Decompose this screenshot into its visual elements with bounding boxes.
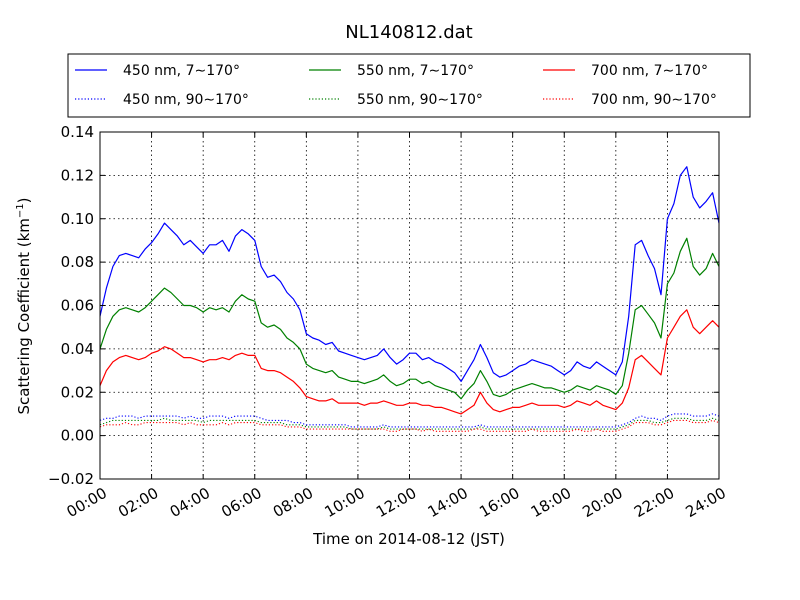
- x-tick-label: 14:00: [425, 484, 471, 521]
- series-layer: [99, 166, 720, 432]
- y-tick-label: 0.02: [61, 383, 94, 401]
- legend-entries: 450 nm, 7∼170° 550 nm, 7∼170° 700 nm, 7∼17…: [75, 63, 717, 108]
- series-line: [99, 419, 720, 432]
- y-axis-label-close: ): [15, 197, 33, 203]
- legend-label: 700 nm, 90∼170°: [591, 92, 717, 108]
- x-axis-label: Time on 2014-08-12 (JST): [312, 530, 505, 548]
- y-tick-labels: −0.02 0.00 0.02 0.04 0.06 0.08 0.10 0.12 0.14: [48, 123, 94, 488]
- y-tick-label: −0.02: [48, 470, 94, 488]
- legend-label: 550 nm, 90∼170°: [357, 92, 483, 108]
- legend-label: 450 nm, 90∼170°: [123, 92, 249, 108]
- y-axis-label-group: Scattering Coefficient (km−1): [15, 197, 33, 414]
- grid-lines: [100, 132, 719, 479]
- x-tick-label: 24:00: [683, 484, 729, 521]
- x-tick-label: 04:00: [167, 484, 213, 521]
- y-tick-label: 0.06: [61, 297, 94, 315]
- x-tick-label: 00:00: [64, 484, 110, 521]
- x-tick-label: 18:00: [528, 484, 574, 521]
- legend: 450 nm, 7∼170° 550 nm, 7∼170° 700 nm, 7∼17…: [67, 53, 751, 118]
- x-tick-label: 10:00: [321, 484, 367, 521]
- y-axis-label-superscript: −1: [15, 203, 26, 218]
- x-tick-label: 12:00: [373, 484, 419, 521]
- tick-marks: [99, 131, 720, 480]
- plot-area: [99, 131, 720, 480]
- x-tick-label: 02:00: [115, 484, 161, 521]
- legend-box: [67, 53, 751, 118]
- plot-background: [100, 132, 719, 479]
- x-tick-label: 06:00: [218, 484, 264, 521]
- x-tick-labels: 00:00 02:00 04:00 06:00 08:00 10:00 12:00 14:00…: [64, 484, 729, 521]
- y-tick-label: 0.08: [61, 253, 94, 271]
- y-tick-label: 0.04: [61, 340, 94, 358]
- y-axis-label: Scattering Coefficient (km−1): [15, 197, 33, 414]
- y-axis-label-text: Scattering Coefficient (km: [15, 218, 33, 414]
- legend-label: 450 nm, 7∼170°: [123, 63, 240, 79]
- series-line: [99, 413, 720, 428]
- legend-label: 550 nm, 7∼170°: [357, 63, 474, 79]
- y-tick-label: 0.10: [61, 210, 94, 228]
- series-line: [99, 417, 720, 430]
- series-line: [99, 309, 720, 415]
- y-tick-label: 0.12: [61, 166, 94, 184]
- x-tick-label: 16:00: [476, 484, 522, 521]
- series-line: [99, 166, 720, 382]
- x-tick-label: 08:00: [270, 484, 316, 521]
- x-tick-label: 20:00: [579, 484, 625, 521]
- chart-title: NL140812.dat: [345, 22, 472, 43]
- y-tick-label: 0.14: [61, 123, 94, 141]
- series-line: [99, 237, 720, 400]
- y-tick-label: 0.00: [61, 427, 94, 445]
- legend-label: 700 nm, 7∼170°: [591, 63, 708, 79]
- x-tick-label: 22:00: [631, 484, 677, 521]
